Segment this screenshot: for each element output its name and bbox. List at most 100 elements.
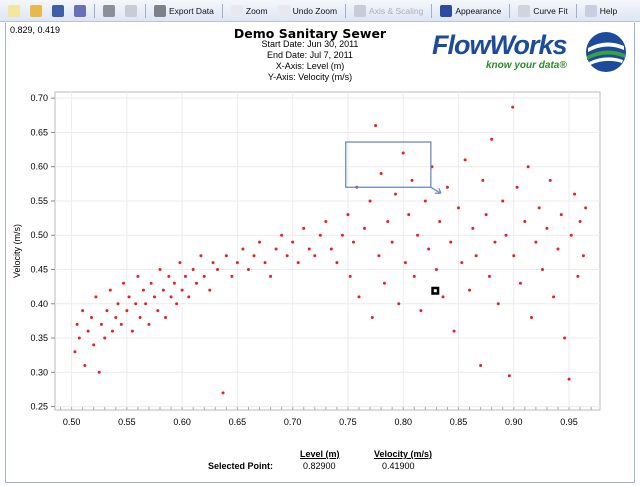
data-point: [410, 178, 414, 182]
y-axis-info: Y-Axis: Velocity (m/s): [267, 72, 353, 82]
data-point: [526, 165, 530, 169]
data-point: [125, 309, 129, 313]
open-folder-button[interactable]: [26, 3, 46, 19]
data-point: [138, 315, 142, 319]
new-icon: [8, 4, 20, 17]
data-point: [149, 281, 153, 285]
data-point: [86, 329, 90, 333]
data-point: [567, 377, 571, 381]
toolbar-separator: [145, 3, 146, 18]
data-point: [573, 192, 577, 196]
data-point: [584, 206, 588, 210]
save-as-icon: [74, 4, 86, 17]
export-data-button[interactable]: Export Data: [150, 3, 218, 19]
curve-fit-button[interactable]: Curve Fit: [514, 3, 571, 19]
data-point: [274, 247, 278, 251]
data-point: [89, 315, 93, 319]
toolbar-separator: [345, 3, 347, 18]
data-point: [252, 254, 256, 258]
data-point: [216, 268, 220, 272]
data-point: [463, 158, 467, 162]
zoom-selection-box: [345, 141, 432, 188]
data-point: [363, 226, 367, 230]
data-point: [427, 247, 431, 251]
print-button[interactable]: [99, 3, 119, 19]
data-point: [474, 254, 478, 258]
zoom-in-icon: [230, 4, 243, 17]
selected-velocity-value: 0.41900: [382, 461, 415, 471]
save-icon: [52, 4, 64, 17]
data-point: [578, 220, 582, 224]
x-tick-label: 0.90: [505, 417, 523, 427]
data-point: [114, 315, 118, 319]
flowworks-logo: FlowWorks know your data®: [430, 30, 630, 75]
data-point: [434, 268, 438, 272]
data-point: [449, 240, 453, 244]
data-point: [412, 274, 416, 278]
axis-scaling-button[interactable]: Axis & Scaling: [350, 3, 427, 19]
data-point: [141, 288, 145, 292]
data-point: [490, 137, 494, 141]
data-point: [99, 322, 103, 326]
save-button[interactable]: [48, 3, 68, 19]
velocity-header: Velocity (m/s): [374, 449, 433, 459]
selected-level-value: 0.82900: [303, 461, 336, 471]
help-button[interactable]: Help: [581, 3, 621, 19]
toolbar-separator: [575, 3, 577, 18]
data-point: [386, 220, 390, 224]
data-point: [97, 370, 101, 374]
y-tick-label: 0.50: [30, 230, 48, 240]
level-header: Level (m): [300, 449, 340, 459]
curve-fit-icon: [518, 4, 531, 17]
data-point: [423, 199, 427, 203]
data-point: [559, 213, 563, 217]
chart-title: Demo Sanitary Sewer: [233, 26, 387, 41]
data-point: [235, 261, 239, 265]
data-point: [370, 315, 374, 319]
data-point: [167, 274, 171, 278]
data-point: [534, 240, 538, 244]
data-point: [83, 363, 87, 367]
copy-button[interactable]: [121, 3, 141, 19]
data-point: [401, 151, 405, 155]
save-as-button[interactable]: [70, 3, 90, 19]
zoom-button[interactable]: Zoom: [227, 3, 272, 19]
data-point: [81, 309, 85, 313]
appearance-button[interactable]: Appearance: [436, 3, 505, 19]
data-point: [158, 268, 162, 272]
data-point: [136, 274, 140, 278]
x-tick-label: 0.60: [173, 417, 191, 427]
data-point: [73, 350, 77, 354]
data-point: [357, 295, 361, 299]
data-point: [374, 124, 378, 128]
y-tick-label: 0.35: [30, 333, 48, 343]
undo-zoom-button[interactable]: Undo Zoom: [274, 3, 341, 19]
y-tick-label: 0.70: [30, 93, 48, 103]
data-point: [548, 178, 552, 182]
data-point: [456, 206, 460, 210]
data-point: [296, 261, 300, 265]
toolbar-label: Zoom: [245, 5, 268, 16]
data-point: [224, 254, 228, 258]
data-point: [302, 226, 306, 230]
help-icon: [584, 4, 597, 17]
data-point: [523, 220, 527, 224]
data-point: [75, 322, 79, 326]
data-point: [471, 226, 475, 230]
data-point: [518, 281, 522, 285]
selected-point-center: [433, 289, 437, 293]
x-tick-label: 0.50: [63, 417, 81, 427]
data-point: [105, 309, 109, 313]
data-point: [156, 309, 160, 313]
data-point: [318, 233, 322, 237]
data-point: [382, 281, 386, 285]
toolbar-label: Curve Fit: [533, 5, 568, 16]
new-button[interactable]: [4, 3, 24, 19]
x-tick-label: 0.65: [229, 417, 247, 427]
scatter-plot[interactable]: 0.50 0.55 0.60 0.65 0.70 0.75 0.80 0.85 0.90 0.95…: [0, 85, 640, 430]
data-point: [134, 302, 138, 306]
data-point: [195, 281, 199, 285]
start-date: Start Date: Jun 30, 2011: [261, 39, 359, 49]
data-point: [329, 247, 333, 251]
data-point: [511, 105, 515, 109]
